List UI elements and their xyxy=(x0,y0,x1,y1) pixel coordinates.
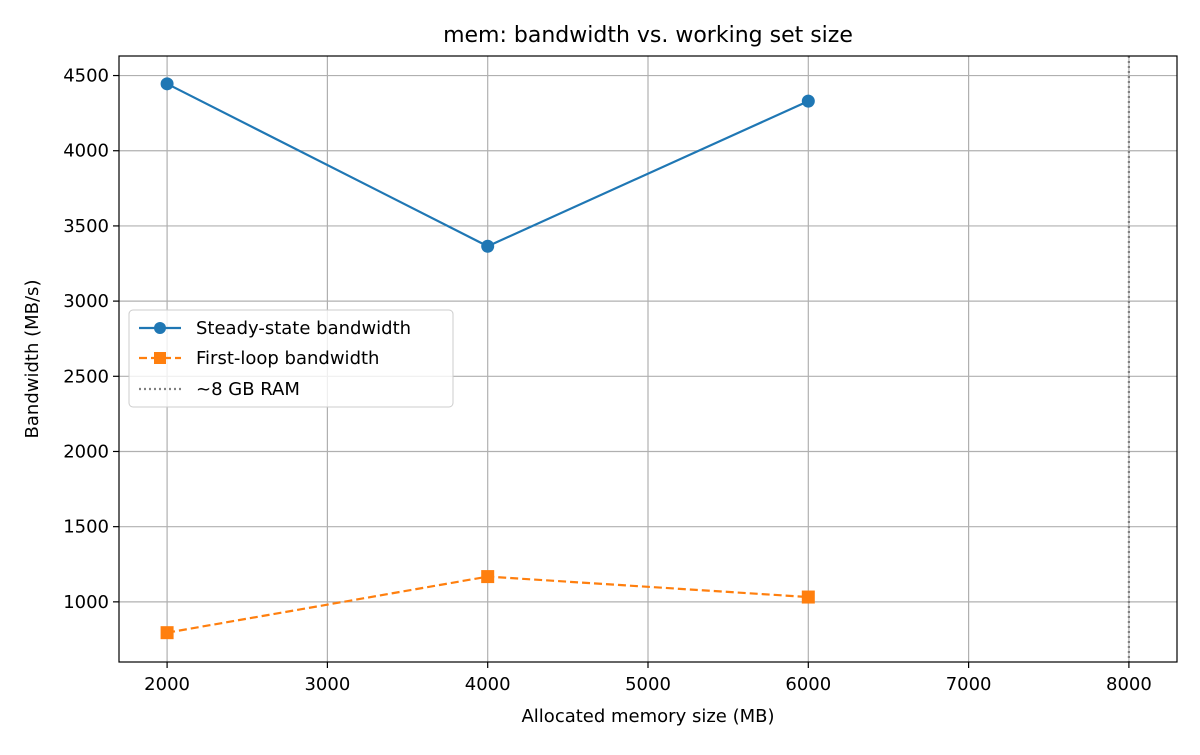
x-tick-label: 2000 xyxy=(144,674,190,695)
series xyxy=(160,77,815,640)
legend-label-steady-state: Steady-state bandwidth xyxy=(196,318,411,339)
legend-marker-first-loop xyxy=(154,352,166,364)
ticks: 2000 3000 4000 5000 6000 7000 8000 1000 1500 2000… xyxy=(63,66,1152,695)
legend-box xyxy=(128,309,454,408)
x-tick-label: 8000 xyxy=(1106,674,1152,695)
legend-marker-steady-state xyxy=(154,322,166,334)
legend-entry-first-loop: First-loop bandwidth xyxy=(139,348,379,369)
y-tick-label: 3500 xyxy=(63,216,109,237)
legend: Steady-state bandwidth First-loop bandwi… xyxy=(128,309,454,408)
data-point-steady-state xyxy=(160,77,174,91)
y-tick-label: 3000 xyxy=(63,291,109,312)
x-tick-label: 4000 xyxy=(465,674,511,695)
legend-entry-steady-state: Steady-state bandwidth xyxy=(139,318,411,339)
x-tick-label: 7000 xyxy=(946,674,992,695)
x-tick-label: 3000 xyxy=(304,674,350,695)
grid xyxy=(119,56,1177,662)
y-tick-label: 4000 xyxy=(63,141,109,162)
data-point-first-loop xyxy=(801,590,815,604)
chart-title: mem: bandwidth vs. working set size xyxy=(443,23,853,48)
y-tick-label: 1500 xyxy=(63,517,109,538)
legend-label-first-loop: First-loop bandwidth xyxy=(196,348,379,369)
y-tick-label: 1000 xyxy=(63,592,109,613)
data-point-steady-state xyxy=(481,239,495,253)
x-tick-label: 5000 xyxy=(625,674,671,695)
data-point-steady-state xyxy=(801,94,815,108)
x-tick-label: 6000 xyxy=(785,674,831,695)
x-axis-label: Allocated memory size (MB) xyxy=(521,706,774,727)
data-point-first-loop xyxy=(160,626,174,640)
y-tick-label: 2500 xyxy=(63,366,109,387)
legend-entry-ram-line: ~8 GB RAM xyxy=(139,379,300,400)
legend-label-ram: ~8 GB RAM xyxy=(196,379,300,400)
y-tick-label: 2000 xyxy=(63,441,109,462)
y-tick-label: 4500 xyxy=(63,66,109,87)
y-axis-label: Bandwidth (MB/s) xyxy=(22,280,43,439)
data-point-first-loop xyxy=(481,570,495,584)
